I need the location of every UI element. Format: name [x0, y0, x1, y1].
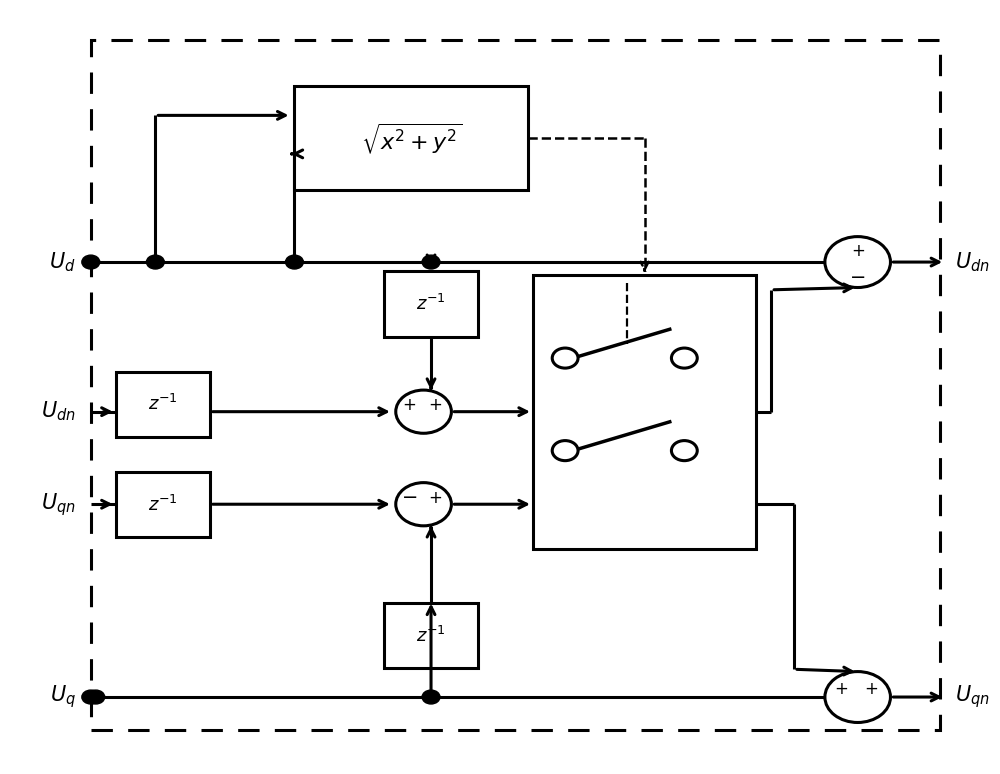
Circle shape	[285, 255, 303, 269]
Text: +: +	[428, 396, 442, 414]
Circle shape	[82, 690, 100, 704]
Circle shape	[87, 690, 105, 704]
Text: +: +	[834, 680, 848, 698]
Text: $z^{-1}$: $z^{-1}$	[416, 625, 446, 646]
Text: $U_d$: $U_d$	[49, 250, 76, 274]
Text: +: +	[428, 488, 442, 507]
Circle shape	[552, 348, 578, 368]
Circle shape	[396, 483, 451, 526]
Bar	[116, 372, 210, 437]
Circle shape	[671, 440, 697, 461]
Circle shape	[825, 237, 890, 287]
Circle shape	[671, 348, 697, 368]
Circle shape	[825, 672, 890, 722]
Text: $z^{-1}$: $z^{-1}$	[416, 294, 446, 314]
Text: $U_q$: $U_q$	[50, 683, 76, 711]
Text: −: −	[401, 488, 418, 507]
Circle shape	[422, 690, 440, 704]
Bar	[91, 40, 940, 730]
Circle shape	[82, 255, 100, 269]
Bar	[384, 272, 478, 337]
Text: +: +	[403, 396, 417, 414]
Bar	[533, 276, 756, 549]
Circle shape	[396, 390, 451, 433]
Text: +: +	[864, 680, 878, 698]
Circle shape	[146, 255, 164, 269]
Text: $\sqrt{x^2+y^2}$: $\sqrt{x^2+y^2}$	[361, 121, 462, 156]
Circle shape	[422, 255, 440, 269]
Bar	[294, 86, 528, 190]
Text: $U_{dn}$: $U_{dn}$	[41, 400, 76, 423]
Circle shape	[552, 440, 578, 461]
Text: $U_{qn}$: $U_{qn}$	[955, 683, 990, 711]
Bar	[384, 603, 478, 669]
Text: $U_{dn}$: $U_{dn}$	[955, 250, 990, 274]
Bar	[116, 472, 210, 537]
Text: $z^{-1}$: $z^{-1}$	[148, 495, 178, 515]
Text: $U_{qn}$: $U_{qn}$	[41, 491, 76, 518]
Text: $z^{-1}$: $z^{-1}$	[148, 394, 178, 414]
Text: −: −	[850, 268, 866, 287]
Text: +: +	[851, 241, 865, 259]
